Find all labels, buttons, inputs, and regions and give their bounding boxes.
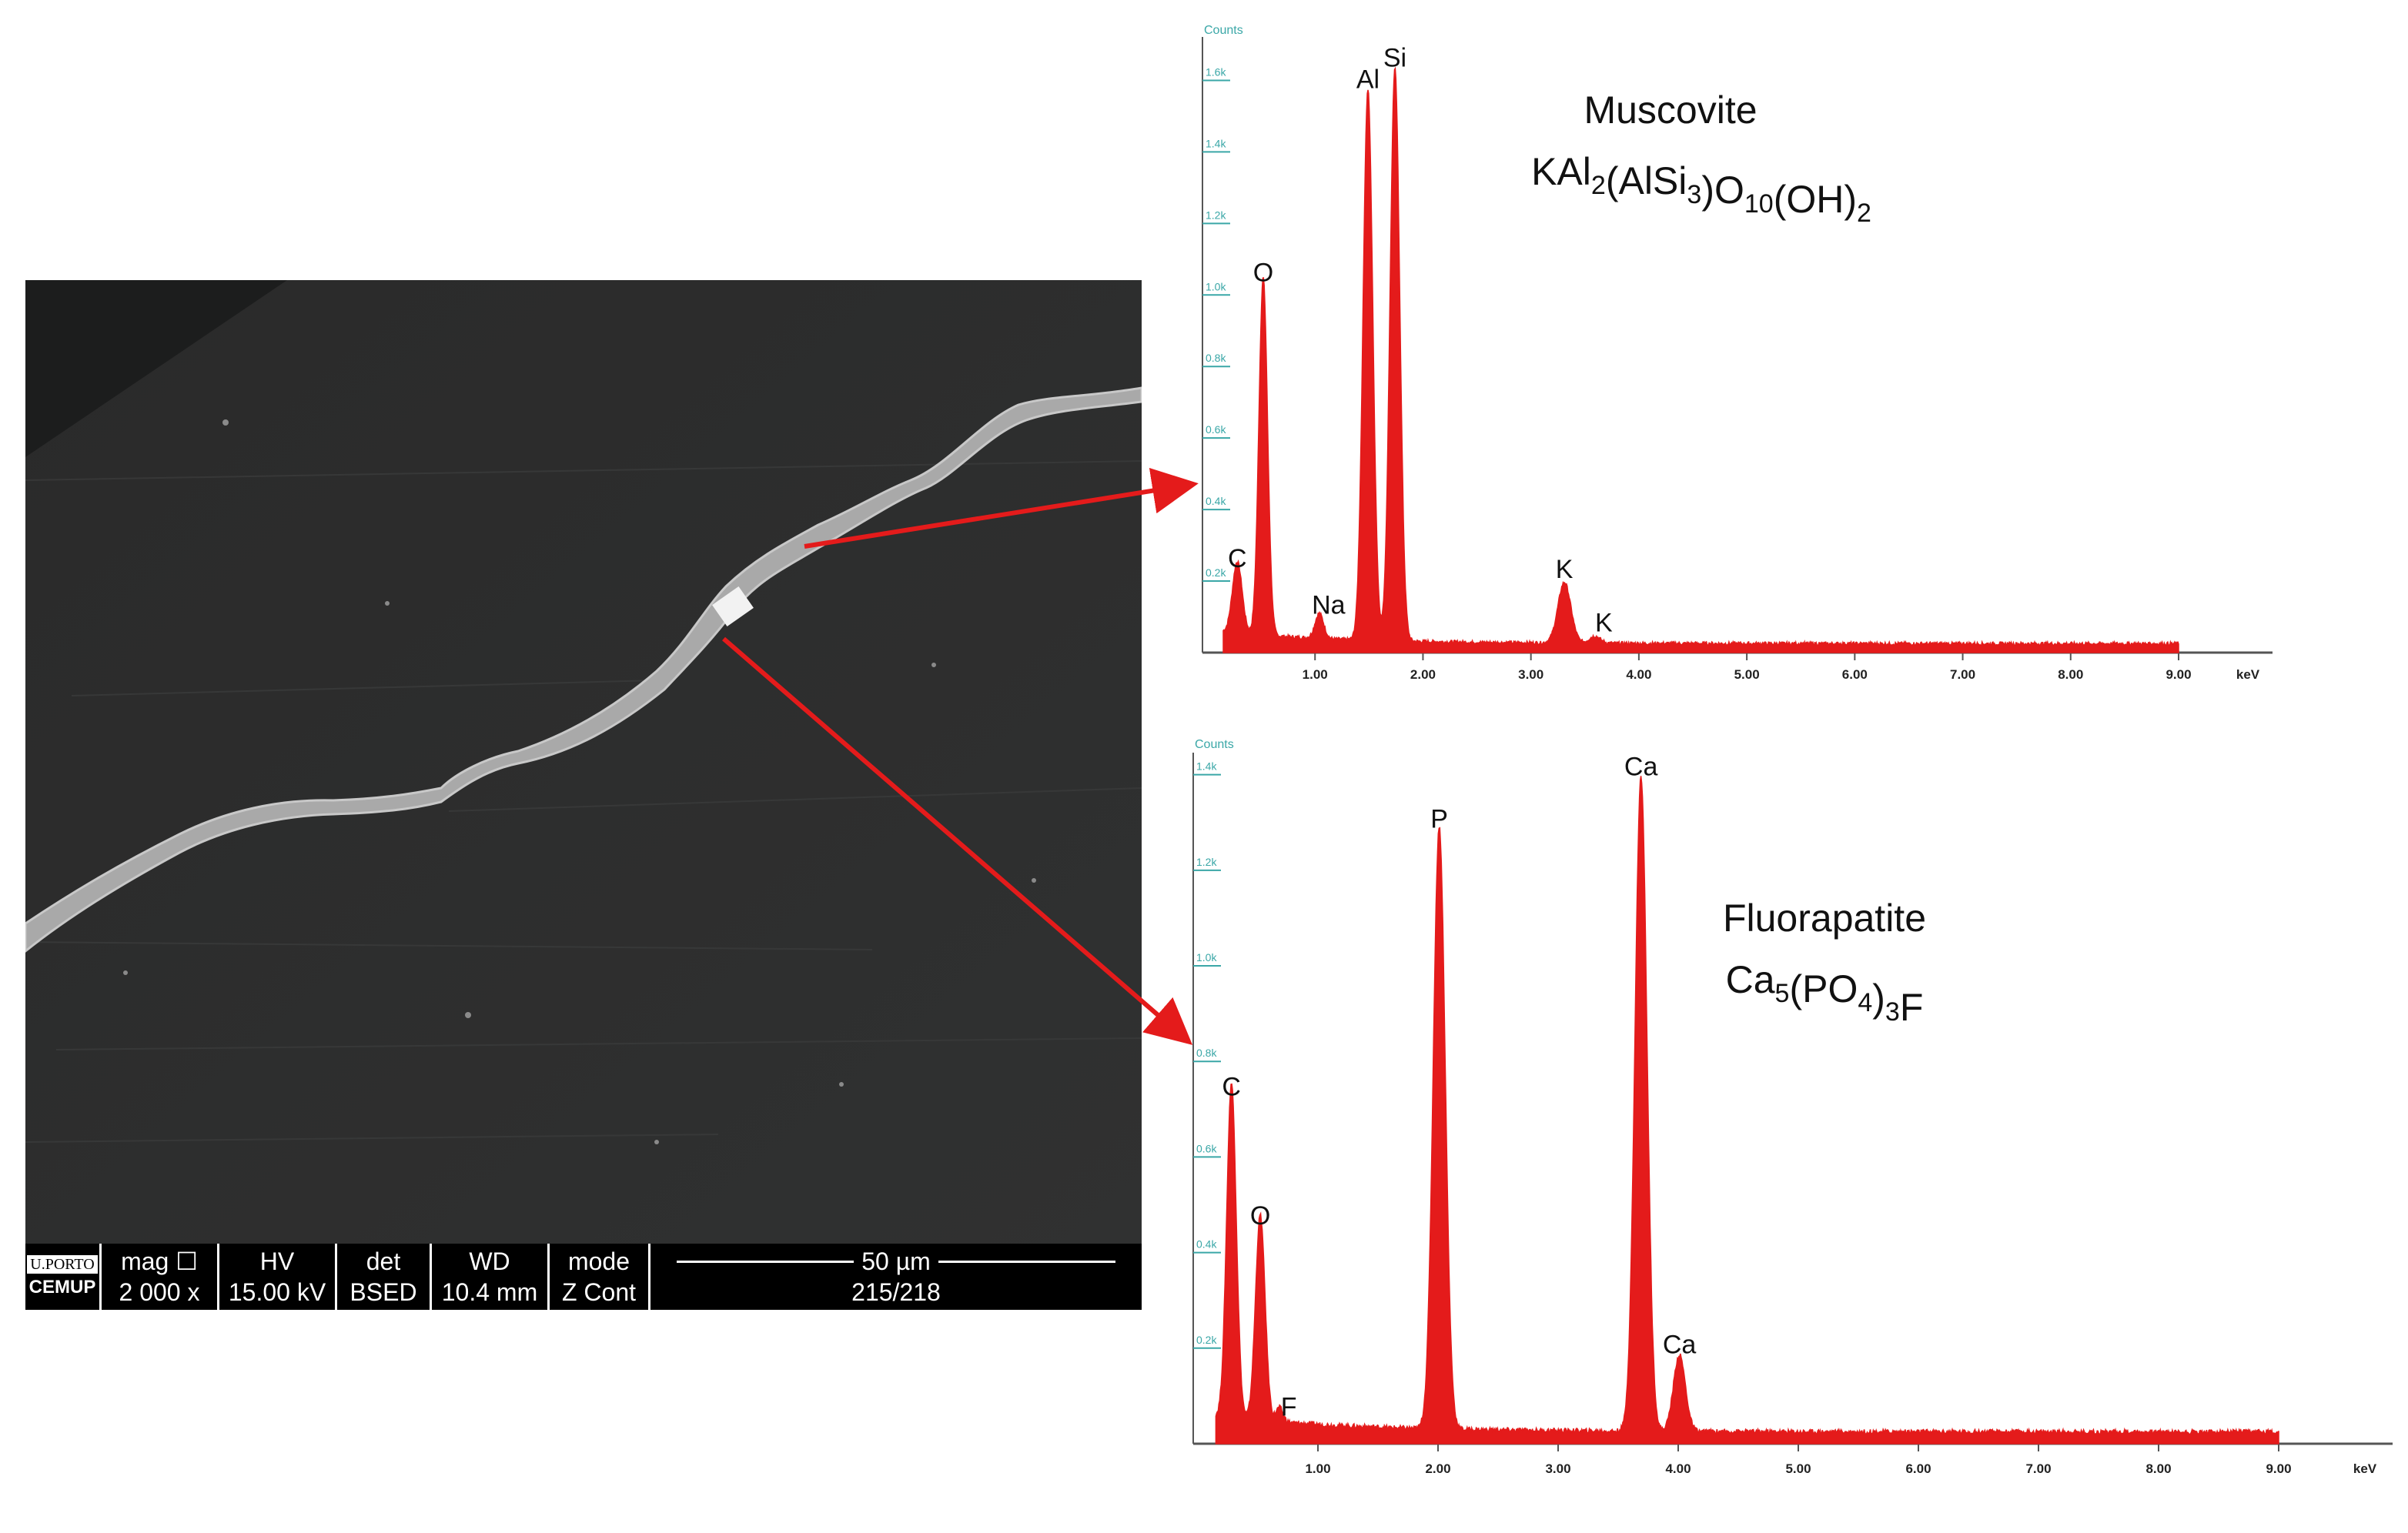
- det-value: BSED: [349, 1278, 417, 1306]
- y-tick-label: 1.6k: [1206, 65, 1226, 78]
- sem-scale-cell: 50 µm 215/218: [650, 1244, 1142, 1310]
- x-tick-label: 8.00: [2058, 667, 2083, 682]
- det-label: det: [366, 1247, 401, 1275]
- peak-label-ca: Ca: [1624, 752, 1658, 781]
- x-tick-label: 4.00: [1665, 1461, 1691, 1476]
- peak-label-c: C: [1228, 544, 1247, 573]
- sem-info-bar: U.PORTO CEMUP mag ☐ 2 000 x HV 15.00 kV …: [25, 1244, 1142, 1310]
- peak-label-f: F: [1281, 1392, 1297, 1421]
- mineral-name: Muscovite: [1584, 89, 1757, 132]
- y-tick-label: 1.4k: [1196, 760, 1217, 773]
- y-tick-label: 0.4k: [1206, 495, 1226, 507]
- x-tick-label: 7.00: [1950, 667, 1975, 682]
- sem-mag-cell: mag ☐ 2 000 x: [102, 1244, 219, 1310]
- x-tick-label: 2.00: [1425, 1461, 1450, 1476]
- peak-label-k: K: [1595, 609, 1613, 638]
- mag-value: 2 000 x: [119, 1278, 200, 1306]
- peak-label-si: Si: [1383, 43, 1406, 72]
- scale-bar: 50 µm: [677, 1246, 1116, 1277]
- x-tick-label: 4.00: [1626, 667, 1651, 682]
- hv-label: HV: [259, 1247, 295, 1275]
- spectrum-trace: [1215, 776, 2279, 1444]
- x-unit-label: keV: [2236, 667, 2260, 682]
- peak-label-na: Na: [1312, 590, 1346, 620]
- y-tick-label: 1.2k: [1206, 209, 1226, 221]
- sem-mineral-vein: [25, 386, 1142, 953]
- x-tick-label: 8.00: [2145, 1461, 2171, 1476]
- y-tick-label: 1.0k: [1206, 280, 1226, 292]
- wd-value: 10.4 mm: [441, 1278, 538, 1306]
- x-tick-label: 9.00: [2166, 667, 2191, 682]
- mineral-name: Fluorapatite: [1723, 897, 1926, 940]
- arrow-to-fluorapatite: [722, 636, 1193, 1045]
- scale-label: 50 µm: [861, 1247, 931, 1275]
- sem-dark-corner: [25, 280, 287, 457]
- peak-label-p: P: [1430, 805, 1448, 834]
- x-tick-label: 1.00: [1303, 667, 1328, 682]
- y-tick-label: 1.4k: [1206, 137, 1226, 149]
- y-tick-label: 0.4k: [1196, 1238, 1217, 1251]
- y-tick-label: 0.6k: [1196, 1142, 1217, 1154]
- logo-uporto: U.PORTO: [27, 1255, 98, 1274]
- image-number: 215/218: [851, 1278, 941, 1306]
- x-tick-label: 1.00: [1305, 1461, 1330, 1476]
- sem-det-cell: det BSED: [337, 1244, 432, 1310]
- sem-hv-cell: HV 15.00 kV: [219, 1244, 337, 1310]
- x-tick-label: 3.00: [1545, 1461, 1570, 1476]
- x-tick-label: 7.00: [2025, 1461, 2051, 1476]
- sem-wd-cell: WD 10.4 mm: [432, 1244, 550, 1310]
- mode-label: mode: [567, 1247, 630, 1275]
- peak-label-o: O: [1253, 258, 1273, 287]
- mineral-formula: Ca5(PO4)3F: [1726, 958, 1924, 1029]
- logo-cemup: CEMUP: [28, 1277, 96, 1298]
- peak-label-o: O: [1250, 1201, 1270, 1231]
- sem-mode-cell: mode Z Cont: [550, 1244, 650, 1310]
- x-unit-label: keV: [2353, 1461, 2377, 1476]
- sem-bright-grain: [712, 586, 754, 626]
- x-tick-label: 6.00: [1905, 1461, 1931, 1476]
- x-tick-label: 3.00: [1518, 667, 1543, 682]
- peak-label-ca: Ca: [1663, 1331, 1697, 1360]
- sem-micrograph: [25, 280, 1142, 1244]
- peak-label-k: K: [1556, 555, 1574, 584]
- mode-value: Z Cont: [561, 1278, 637, 1306]
- y-tick-label: 0.6k: [1206, 423, 1226, 436]
- wd-label: WD: [469, 1247, 510, 1275]
- y-axis-title: Counts: [1195, 738, 1234, 751]
- y-tick-label: 0.8k: [1196, 1047, 1217, 1059]
- y-axis-title: Counts: [1204, 24, 1243, 37]
- peak-label-al: Al: [1356, 65, 1380, 94]
- spectrum-trace: [1222, 66, 2179, 653]
- sem-logo: U.PORTO CEMUP: [25, 1244, 102, 1310]
- eds-spectrum-fluorapatite: 0.2k 0.4k 0.6k 0.8k 1.0k 1.2k 1.4k Counts 1.00 2.…: [1192, 738, 2393, 1476]
- y-tick-label: 1.0k: [1196, 951, 1217, 964]
- x-tick-label: 9.00: [2266, 1461, 2291, 1476]
- peak-label-c: C: [1222, 1072, 1241, 1101]
- sem-vein-drawing: [25, 280, 1142, 1244]
- arrow-to-muscovite: [804, 467, 1199, 549]
- eds-spectrum-muscovite: 0.2k 0.4k 0.6k 0.8k 1.0k 1.2k 1.4k 1.6k Counts 1.…: [1202, 24, 2273, 682]
- x-tick-label: 2.00: [1410, 667, 1436, 682]
- x-tick-label: 5.00: [1734, 667, 1760, 682]
- y-tick-label: 0.8k: [1206, 352, 1226, 364]
- mineral-formula: KAl2(AlSi3)O10(OH)2: [1531, 150, 1871, 228]
- y-tick-label: 0.2k: [1196, 1334, 1217, 1346]
- hv-value: 15.00 kV: [228, 1278, 326, 1306]
- x-tick-label: 5.00: [1785, 1461, 1811, 1476]
- x-tick-label: 6.00: [1842, 667, 1868, 682]
- mag-label: mag ☐: [121, 1247, 198, 1275]
- y-tick-label: 1.2k: [1196, 856, 1217, 868]
- y-tick-label: 0.2k: [1206, 566, 1226, 579]
